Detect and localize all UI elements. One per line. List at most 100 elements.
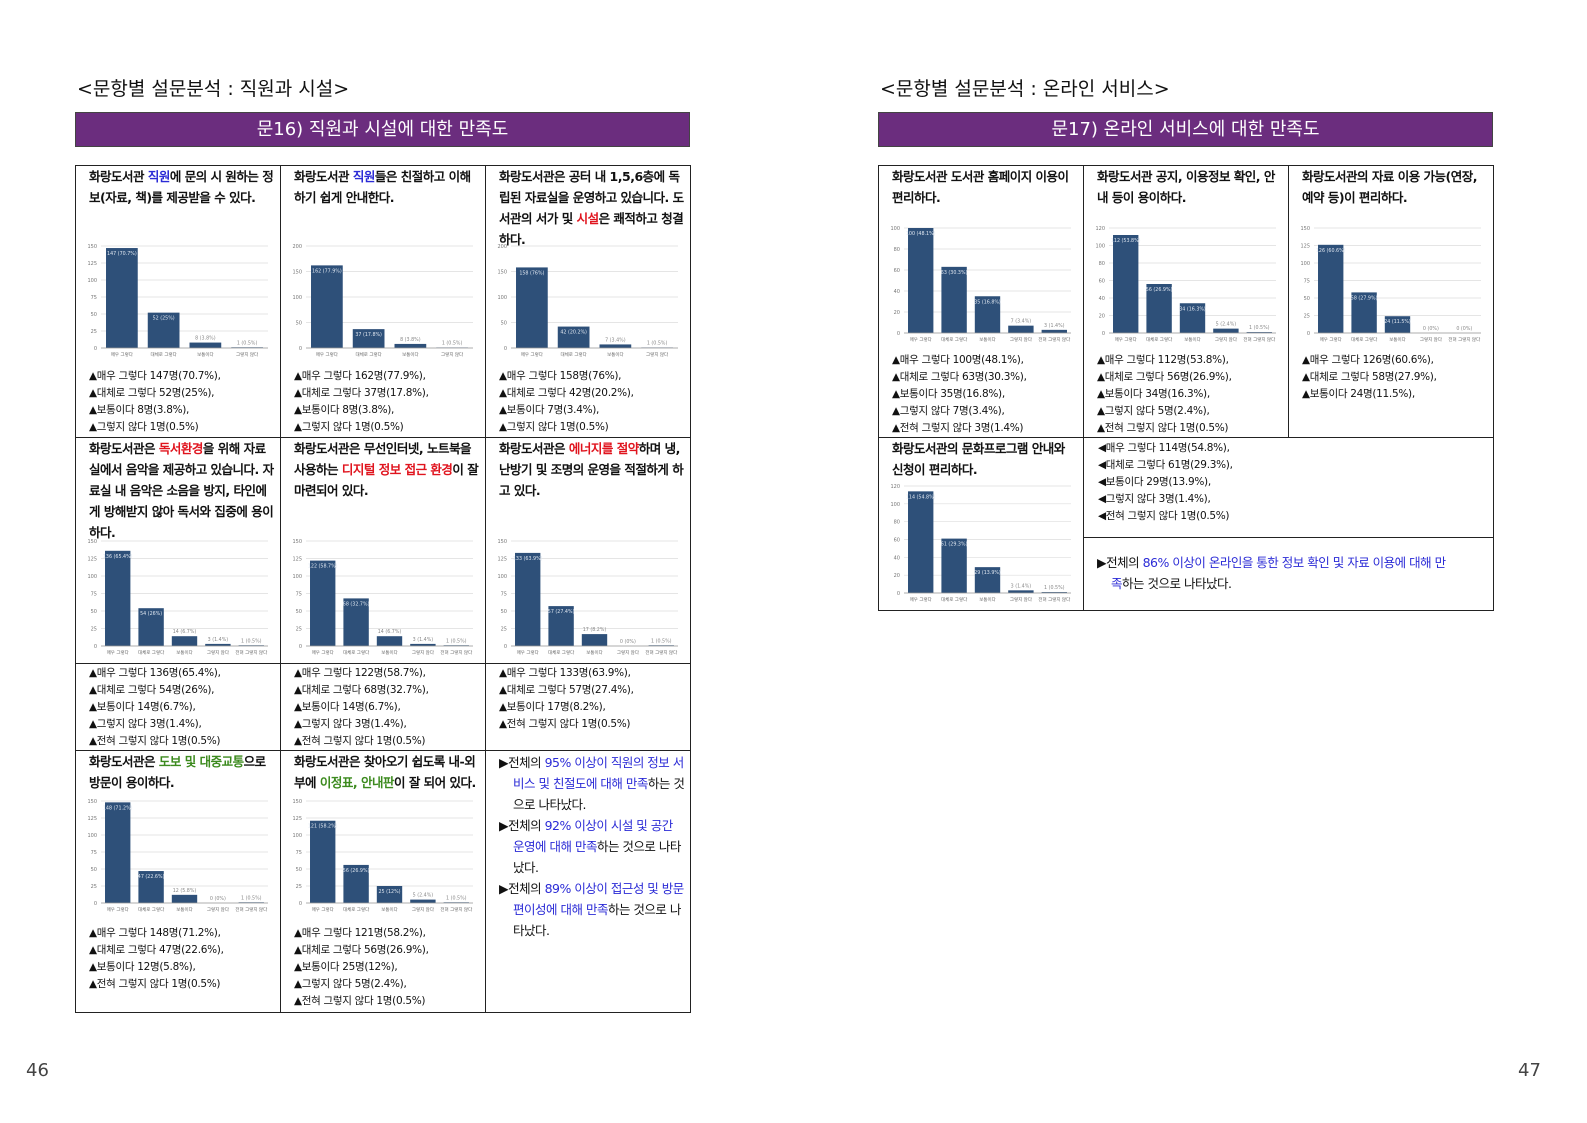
value-label: 0 (0%): [1423, 326, 1439, 332]
bar: [189, 342, 222, 348]
question: 화랑도서관 직원에 문의 시 원하는 정보(자료, 책)를 제공받을 수 있다.: [89, 166, 276, 208]
y-tick-label: 75: [296, 850, 302, 856]
text-run: 하는 것으로 나타났다.: [513, 902, 681, 938]
y-tick-label: 50: [91, 609, 97, 615]
section-banner: 문16) 직원과 시설에 대한 만족도: [75, 112, 690, 147]
y-tick-label: 50: [1304, 296, 1310, 302]
bar: [171, 894, 198, 903]
bar: [1008, 325, 1034, 333]
value-label: 56 (26.9%): [1146, 287, 1173, 293]
value-label: 17 (8.2%): [583, 627, 607, 633]
bar-chart: 0 25 50 75 100 125 150 136 (65.4%) 매우 그렇다 54 (26%…: [87, 539, 268, 656]
question: 화랑도서관은 공터 내 1,5,6층에 독립된 자료실을 운영하고 있습니다. …: [499, 166, 686, 250]
x-tick-label: 매우 그렇다: [107, 906, 130, 913]
y-tick-label: 0: [299, 644, 302, 650]
y-tick-label: 100: [87, 574, 97, 580]
value-label: 68 (32.7%): [343, 601, 370, 607]
y-tick-label: 25: [501, 627, 507, 633]
bar: [974, 567, 1001, 593]
bar-chart: 0 25 50 75 100 125 150 133 (63.9%) 매우 그렇다 57 (27.…: [497, 539, 678, 656]
text-run: 독서환경: [158, 441, 204, 456]
x-tick-label: 대체로 그렇다: [548, 649, 575, 656]
y-tick-label: 150: [87, 539, 97, 545]
x-tick-label: 매우 그렇다: [517, 649, 540, 656]
stat-line: ▲매우 그렇다 122명(58.7%),: [294, 667, 426, 679]
bar-chart: 0 25 50 75 100 125 150 121 (58.2%) 매우 그렇다 56 (26.…: [292, 799, 473, 913]
text-run: 하는 것으로 나타났다.: [1122, 576, 1232, 591]
text-run: 이 잘 마련되어 있다.: [294, 462, 479, 498]
y-tick-label: 100: [497, 574, 507, 580]
stats: ▲매우 그렇다 112명(53.8%), ▲대체로 그렇다 56명(26.9%),…: [1097, 352, 1232, 437]
value-label: 1 (0.5%): [442, 340, 463, 346]
text-run: 화랑도서관의 자료 이용 가능(연장, 예약 등)이 편리하다.: [1302, 169, 1478, 205]
stat-line: ▲전혀 그렇지 않다 1명(0.5%): [294, 995, 426, 1007]
bar: [548, 606, 574, 646]
value-label: 57 (27.4%): [548, 609, 575, 615]
stats: ◀매우 그렇다 114명(54.8%), ◀대체로 그렇다 61명(29.3%),…: [1098, 440, 1233, 525]
stats: ▲매우 그렇다 148명(71.2%), ▲대체로 그렇다 47명(22.6%),…: [89, 925, 224, 993]
text-run: ▶전체의: [499, 755, 545, 770]
stat-line: ▲매우 그렇다 158명(76%),: [499, 370, 622, 382]
x-tick-label: 그렇지 않다: [412, 906, 435, 913]
question: 화랑도서관 공지, 이용정보 확인, 안내 등이 용이하다.: [1097, 166, 1284, 208]
x-tick-label: 보통이다: [979, 596, 996, 603]
bar: [205, 643, 231, 646]
y-tick-label: 150: [497, 270, 507, 276]
bar: [410, 899, 436, 903]
stat-line: ▲매우 그렇다 121명(58.2%),: [294, 927, 426, 939]
value-label: 1 (0.5%): [1044, 585, 1065, 591]
stat-line: ▲대체로 그렇다 52명(25%),: [89, 387, 215, 399]
rule: [75, 437, 690, 438]
text-run: 하며 냉,난방기 및 조명의 운영을 적절하게 하고 있다.: [499, 441, 684, 498]
stat-line: ▲그렇지 않다 5명(2.4%),: [1097, 405, 1210, 417]
y-tick-label: 75: [501, 592, 507, 598]
y-tick-label: 25: [91, 627, 97, 633]
stat-line: ▲그렇지 않다 3명(1.4%),: [89, 718, 202, 730]
stats: ▲매우 그렇다 158명(76%), ▲대체로 그렇다 42명(20.2%), ▲보…: [499, 368, 634, 436]
y-tick-label: 0: [94, 644, 97, 650]
stat-line: ▲매우 그렇다 136명(65.4%),: [89, 667, 221, 679]
bar-chart: 0 20 40 60 80 100 120 112 (53.8%) 매우 그렇다 56 (26.9…: [1095, 226, 1276, 343]
question: 화랑도서관의 자료 이용 가능(연장, 예약 등)이 편리하다.: [1302, 166, 1489, 208]
bar: [941, 266, 967, 333]
y-tick-label: 125: [1300, 244, 1310, 250]
bar: [138, 871, 164, 903]
value-label: 42 (20.2%): [560, 330, 587, 336]
x-tick-label: 매우 그렇다: [1115, 336, 1138, 343]
bar: [410, 643, 436, 646]
text-run: 시설: [576, 211, 600, 226]
y-tick-label: 100: [1300, 261, 1310, 267]
x-tick-label: 매우 그렇다: [1320, 336, 1343, 343]
y-tick-label: 25: [296, 627, 302, 633]
stat-line: ▲매우 그렇다 126명(60.6%),: [1302, 354, 1434, 366]
table-frame: [878, 165, 1494, 611]
x-tick-label: 보통이다: [586, 649, 603, 656]
stat-line: ▲매우 그렇다 100명(48.1%),: [892, 354, 1024, 366]
value-label: 1 (0.5%): [237, 340, 258, 346]
bar: [105, 550, 131, 646]
bar: [557, 326, 590, 348]
text-run: 화랑도서관 도서관 홈페이지 이용이 편리하다.: [892, 169, 1069, 205]
value-label: 24 (11.5%): [1384, 319, 1411, 325]
stats: ▲매우 그렇다 133명(63.9%), ▲대체로 그렇다 57명(27.4%),…: [499, 665, 634, 733]
y-tick-label: 125: [87, 261, 97, 267]
text-run: 을 위해 자료실에서 음악을 제공하고 있습니다. 자료실 내 음악은 소음을 …: [89, 441, 274, 540]
value-label: 1 (0.5%): [241, 638, 262, 644]
y-tick-label: 0: [897, 591, 900, 597]
stat-line: ▲보통이다 35명(16.8%),: [892, 388, 1005, 400]
y-tick-label: 20: [894, 310, 900, 316]
value-label: 122 (58.7%): [308, 564, 338, 570]
value-label: 29 (13.9%): [974, 570, 1001, 576]
value-label: 1 (0.5%): [446, 895, 467, 901]
x-tick-label: 그렇지 않다: [441, 351, 464, 358]
page-number: 47: [1518, 1060, 1541, 1081]
stat-line: ▲대체로 그렇다 42명(20.2%),: [499, 387, 634, 399]
value-label: 25 (12%): [378, 889, 400, 895]
stat-line: ▲매우 그렇다 148명(71.2%),: [89, 927, 221, 939]
y-tick-label: 40: [894, 555, 900, 561]
stat-line: ▲대체로 그렇다 37명(17.8%),: [294, 387, 429, 399]
x-tick-label: 대체로 그렇다: [1351, 336, 1378, 343]
text-run: 직원: [147, 169, 171, 184]
x-tick-label: 보통이다: [381, 649, 398, 656]
stats: ▲매우 그렇다 122명(58.7%), ▲대체로 그렇다 68명(32.7%),…: [294, 665, 429, 750]
